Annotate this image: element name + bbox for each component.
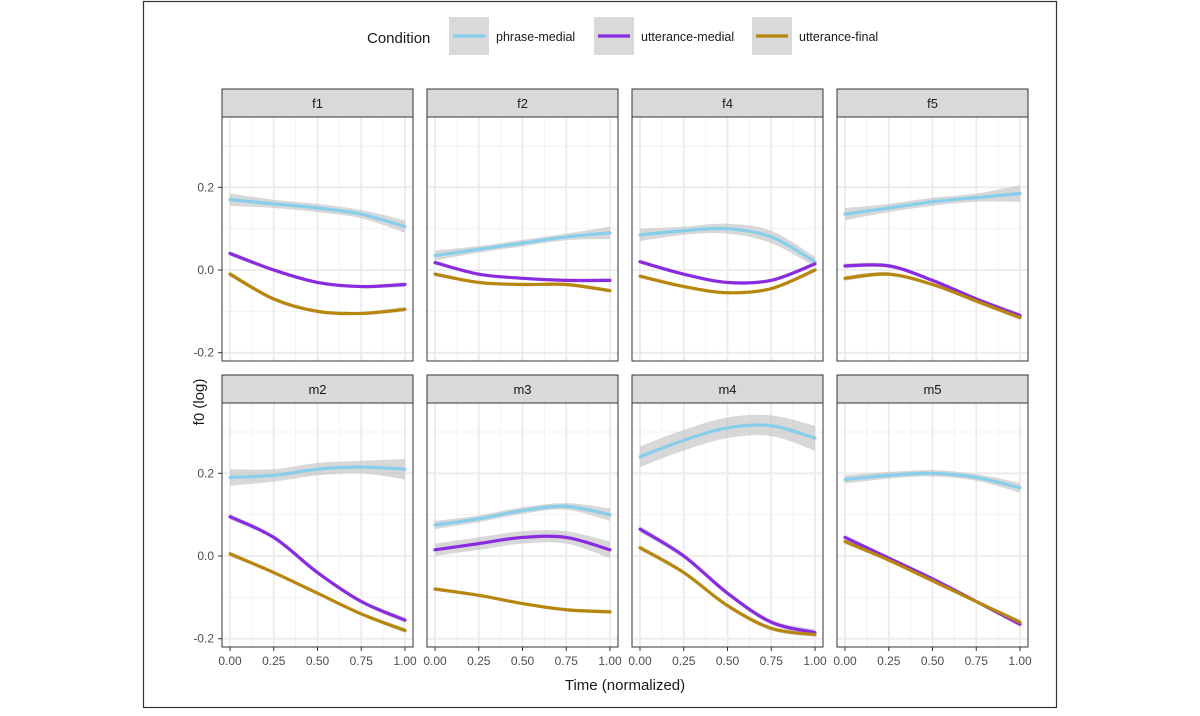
legend-entry-label: utterance-medial [641, 30, 734, 44]
x-tick-label: 0.75 [350, 654, 374, 668]
x-tick-label: 1.00 [803, 654, 827, 668]
x-tick-label: 0.50 [511, 654, 535, 668]
legend-entry-phrase-medial: phrase-medial [449, 17, 575, 55]
series-line-phrase-medial [843, 471, 1022, 490]
facet-panel-m3: m3 0.00 0.25 0.50 0.75 1.00 [423, 374, 622, 668]
facet-panel-m2: m2 -0.2 0.0 0.2 0.00 0.25 0.50 0.75 1.00 [193, 374, 417, 668]
panel-border [631, 116, 824, 362]
y-tick-label: 0.0 [197, 263, 214, 277]
legend-entry-label: utterance-final [799, 30, 878, 44]
facet-panels: f1 -0.2 0.0 0.2 f2 f4 f5 m2 -0.2 0.0 0.2 0.00 0.25 0.… [193, 88, 1032, 668]
x-tick-label: 0.25 [467, 654, 491, 668]
facet-strip [426, 374, 619, 404]
x-tick-label: 1.00 [598, 654, 622, 668]
facet-panel-f5: f5 [836, 88, 1029, 362]
facet-strip-label: f4 [722, 96, 733, 111]
facet-strip-label: m2 [308, 382, 326, 397]
y-tick-label: -0.2 [193, 346, 214, 360]
facet-strip-label: m4 [718, 382, 736, 397]
y-tick-label: 0.2 [197, 466, 214, 480]
panel-border [426, 116, 619, 362]
series-line-utterance-final [638, 546, 817, 637]
facet-strip [631, 374, 824, 404]
x-tick-label: 0.00 [423, 654, 447, 668]
series-line-utterance-medial [228, 515, 407, 622]
legend-entry-label: phrase-medial [496, 30, 575, 44]
confidence-band-phrase-medial [640, 414, 815, 468]
facet-panel-f2: f2 [426, 88, 619, 362]
confidence-band-utterance-medial [640, 525, 815, 636]
series-line-phrase-medial [228, 198, 407, 229]
series-line-utterance-final [638, 268, 817, 295]
series-line-utterance-final [228, 272, 407, 316]
x-tick-label: 1.00 [1008, 654, 1032, 668]
confidence-band-phrase-medial [640, 223, 815, 267]
y-axis-label: f0 (log) [191, 379, 208, 426]
legend-title: Condition [367, 30, 430, 47]
x-tick-label: 0.50 [921, 654, 945, 668]
series-line-phrase-medial [843, 191, 1022, 216]
series-line-utterance-medial [433, 534, 612, 552]
facet-strip [426, 88, 619, 118]
y-tick-label: 0.2 [197, 180, 214, 194]
legend-entry-utterance-final: utterance-final [752, 17, 878, 55]
facet-strip [221, 88, 414, 118]
facet-strip [836, 88, 1029, 118]
facet-strip [836, 374, 1029, 404]
panel-grid [837, 117, 1028, 361]
x-axis-label: Time (normalized) [565, 677, 685, 694]
series-line-utterance-medial [433, 260, 612, 283]
facet-strip-label: f1 [312, 96, 323, 111]
x-tick-label: 0.00 [628, 654, 652, 668]
legend-entries: phrase-medial utterance-medial utterance-f… [449, 17, 878, 55]
facet-panel-m5: m5 0.00 0.25 0.50 0.75 1.00 [833, 374, 1032, 668]
x-tick-label: 0.25 [262, 654, 286, 668]
facet-panel-f4: f4 [631, 88, 824, 362]
x-tick-label: 0.00 [218, 654, 242, 668]
x-tick-label: 0.25 [672, 654, 696, 668]
series-line-utterance-medial [638, 260, 817, 285]
series-line-phrase-medial [433, 231, 612, 258]
series-line-utterance-final [433, 587, 612, 614]
x-tick-label: 0.75 [555, 654, 579, 668]
panel-grid [222, 117, 413, 361]
series-line-utterance-medial [228, 251, 407, 289]
facet-strip-label: m5 [923, 382, 941, 397]
series-line-phrase-medial [638, 423, 817, 459]
facet-panel-f1: f1 -0.2 0.0 0.2 [193, 88, 414, 362]
y-tick-label: -0.2 [193, 632, 214, 646]
legend-entry-utterance-medial: utterance-medial [594, 17, 734, 55]
legend: Condition phrase-medial utterance-medial u… [367, 17, 878, 55]
facet-strip [221, 374, 414, 404]
series-line-utterance-final [843, 539, 1022, 624]
series-line-phrase-medial [228, 465, 407, 480]
series-line-utterance-final [228, 552, 407, 633]
x-tick-label: 0.50 [716, 654, 740, 668]
facet-strip-label: f5 [927, 96, 938, 111]
x-tick-label: 1.00 [393, 654, 417, 668]
x-tick-label: 0.50 [306, 654, 330, 668]
panel-grid [837, 403, 1028, 647]
panel-border [221, 116, 414, 362]
series-line-utterance-final [433, 272, 612, 293]
series-line-utterance-medial [843, 263, 1022, 318]
facet-panel-m4: m4 0.00 0.25 0.50 0.75 1.00 [628, 374, 827, 668]
facet-strip-label: m3 [513, 382, 531, 397]
x-tick-label: 0.00 [833, 654, 857, 668]
x-tick-label: 0.75 [760, 654, 784, 668]
confidence-band-phrase-medial [435, 503, 610, 530]
y-tick-label: 0.0 [197, 549, 214, 563]
series-line-utterance-final [843, 272, 1022, 320]
series-line-utterance-medial [638, 527, 817, 635]
panel-grid [427, 403, 618, 647]
facet-strip-label: f2 [517, 96, 528, 111]
panel-border [836, 116, 1029, 362]
x-tick-label: 0.25 [877, 654, 901, 668]
series-line-phrase-medial [638, 226, 817, 264]
series-line-phrase-medial [433, 504, 612, 527]
x-tick-label: 0.75 [965, 654, 989, 668]
